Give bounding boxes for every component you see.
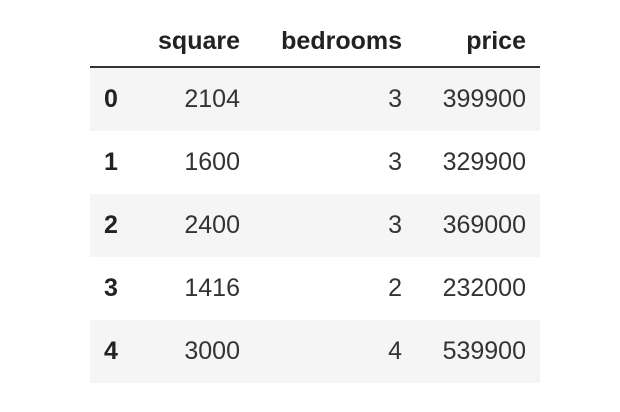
table-row: 4 3000 4 539900	[90, 320, 540, 383]
cell-bedrooms: 3	[388, 148, 402, 176]
column-header-bedrooms: bedrooms	[254, 16, 416, 68]
cell-square: 1416	[184, 274, 240, 302]
row-index: 0	[104, 85, 118, 113]
table-body: 0 2104 3 399900 1 1600 3 329900 2 2400 3…	[90, 67, 540, 383]
table-row: 0 2104 3 399900	[90, 67, 540, 131]
cell-price: 329900	[442, 148, 526, 176]
table-row: 2 2400 3 369000	[90, 194, 540, 257]
cell-bedrooms: 4	[388, 337, 402, 365]
header-row: square bedrooms price	[90, 16, 540, 68]
cell-square: 2400	[184, 211, 240, 239]
row-index: 3	[104, 274, 118, 302]
cell-bedrooms: 3	[388, 85, 402, 113]
cell-price: 369000	[442, 211, 526, 239]
cell-square: 2104	[184, 85, 240, 113]
cell-bedrooms: 2	[388, 274, 402, 302]
row-index: 4	[104, 337, 118, 365]
dataframe-output: square bedrooms price 0 2104 3 399900 1 …	[90, 16, 540, 383]
column-header-square: square	[134, 16, 254, 68]
table-header: square bedrooms price	[90, 16, 540, 68]
cell-price: 399900	[442, 85, 526, 113]
row-index: 1	[104, 148, 118, 176]
cell-bedrooms: 3	[388, 211, 402, 239]
table-row: 3 1416 2 232000	[90, 257, 540, 320]
cell-price: 232000	[442, 274, 526, 302]
row-index: 2	[104, 211, 118, 239]
cell-price: 539900	[442, 337, 526, 365]
cell-square: 1600	[184, 148, 240, 176]
column-header-price: price	[416, 16, 540, 68]
cell-square: 3000	[184, 337, 240, 365]
dataframe-table: square bedrooms price 0 2104 3 399900 1 …	[90, 16, 540, 383]
index-header	[90, 16, 134, 68]
table-row: 1 1600 3 329900	[90, 131, 540, 194]
